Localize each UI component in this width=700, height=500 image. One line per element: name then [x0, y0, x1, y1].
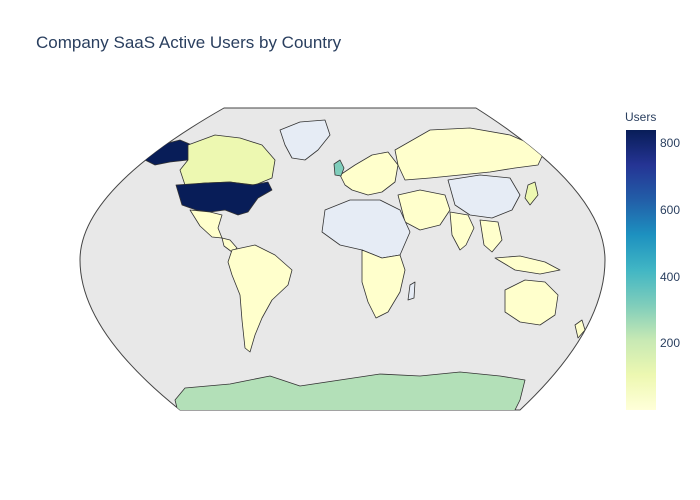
region-mexico[interactable]	[189, 209, 223, 239]
region-new-zealand[interactable]	[574, 319, 586, 339]
colorbar-title: Users	[625, 110, 657, 124]
region-south-africa[interactable]	[361, 249, 406, 319]
colorbar-tick-label: 400	[660, 269, 681, 284]
region-europe[interactable]	[339, 151, 399, 196]
region-russia[interactable]	[394, 127, 546, 181]
colorbar-tick-label: 800	[660, 136, 681, 151]
region-indonesia[interactable]	[494, 255, 561, 275]
region-middle-east[interactable]	[397, 189, 451, 231]
colorbar-tick-label: 600	[660, 203, 681, 217]
region-uk[interactable]	[333, 159, 345, 177]
chart-title: Company SaaS Active Users by Country	[36, 33, 342, 52]
region-india[interactable]	[449, 211, 475, 251]
region-usa[interactable]	[175, 181, 273, 216]
colorbar-gradient	[626, 130, 656, 410]
region-australia[interactable]	[504, 279, 559, 326]
region-madagascar[interactable]	[407, 281, 416, 301]
region-se-asia[interactable]	[479, 219, 503, 253]
colorbar-tick-label: 200	[660, 336, 681, 351]
region-antarctica[interactable]	[174, 371, 526, 420]
region-china[interactable]	[447, 174, 521, 219]
region-south-america[interactable]	[227, 244, 293, 353]
region-japan[interactable]	[524, 181, 539, 206]
region-greenland[interactable]	[279, 119, 331, 161]
